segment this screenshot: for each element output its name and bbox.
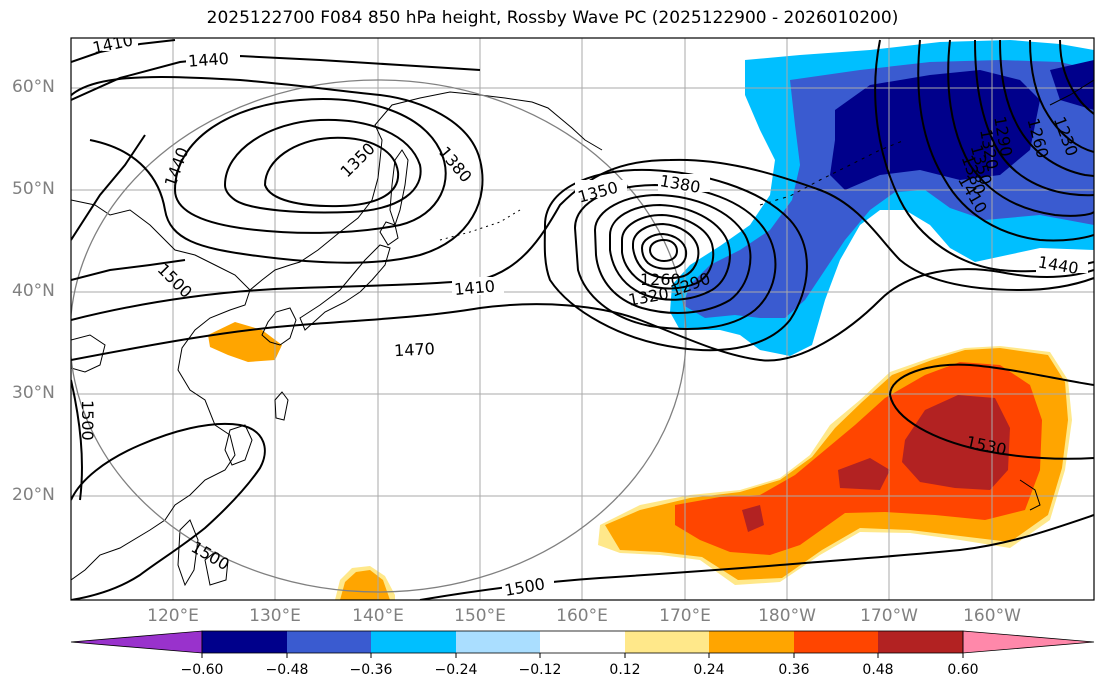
map-frame [70,37,1095,601]
colorbar-bin [709,631,794,653]
lat-label-50n: 50°N [12,179,55,199]
contour-label: 1500 [78,400,97,441]
lon-label-160e: 160°E [556,606,608,626]
colorbar-bin [794,631,878,653]
colorbar-bin [540,631,625,653]
reference-circle [71,79,687,593]
contour-label: 1260 [640,270,681,289]
graticule [71,38,1094,600]
map-title: 2025122700 F084 850 hPa height, Rossby W… [206,8,899,28]
negative-anomaly-region [670,40,1094,356]
lat-label-30n: 30°N [12,383,55,403]
colorbar-tick-label: 0.36 [778,662,810,678]
lon-label-150e: 150°E [454,606,506,626]
colorbar-tick-label: −0.36 [349,662,393,678]
colorbar-tick-label: −0.12 [518,662,562,678]
colorbar-bin [625,631,709,653]
colorbar-tick-label: −0.48 [265,662,309,678]
colorbar-tick-label: 0.48 [862,662,894,678]
lon-label-130e: 130°E [249,606,301,626]
colorbar-bin [202,631,287,653]
lat-label-40n: 40°N [12,281,55,301]
colorbar-under-arrow [70,630,203,654]
lon-label-170e: 170°E [659,606,711,626]
lon-label-180w: 180°W [758,606,816,626]
colorbar-tick-label: 0.12 [609,662,641,678]
colorbar [70,630,1095,658]
colorbar-tick-label: −0.24 [434,662,478,678]
colorbar-over-arrow [962,630,1095,654]
lon-label-170w: 170°W [860,606,918,626]
contour-label: 1410 [453,277,495,299]
contour-label: 1440 [188,49,230,71]
lon-label-120e: 120°E [147,606,199,626]
contour-label: 1350 [337,139,379,181]
colorbar-tick-label: −0.60 [180,662,224,678]
positive-anomaly-region [208,322,1072,600]
colorbar-bin [456,631,540,653]
lat-label-20n: 20°N [12,485,55,505]
lon-label-140e: 140°E [352,606,404,626]
contour-label: 1470 [394,339,436,360]
contour-label: 1500 [154,260,196,302]
contour-label: 1380 [435,143,476,186]
colorbar-tick-label: 0.24 [693,662,725,678]
map-plot-area: 1410 1440 1350 1380 1440 1350 1380 1410 … [71,30,1094,600]
lat-label-60n: 60°N [12,77,55,97]
contour-label: 1410 [91,30,135,57]
colorbar-bin [371,631,456,653]
colorbar-bin [287,631,371,653]
colorbar-bin [878,631,963,653]
lon-label-160w: 160°W [963,606,1021,626]
colorbar-tick-label: 0.60 [947,662,979,678]
